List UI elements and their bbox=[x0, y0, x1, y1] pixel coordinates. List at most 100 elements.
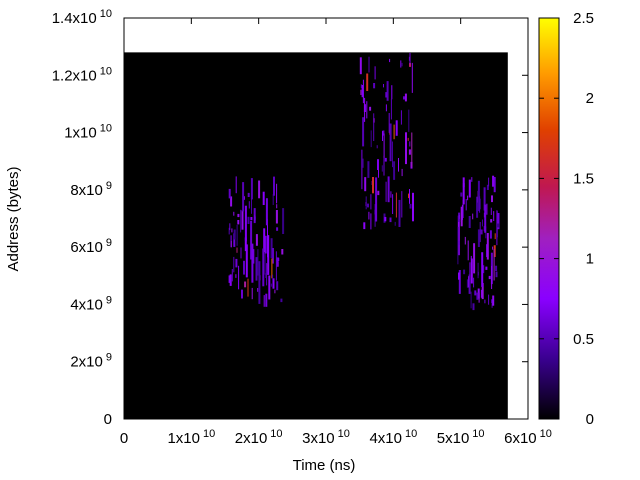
heatmap-cell bbox=[400, 110, 402, 125]
heatmap-cell bbox=[404, 93, 407, 102]
heatmap-cell bbox=[493, 245, 496, 257]
heatmap-cell bbox=[245, 244, 248, 278]
heatmap-cell bbox=[274, 289, 276, 294]
heatmap-cell bbox=[458, 272, 460, 280]
heatmap-cell bbox=[401, 62, 403, 67]
heatmap-cell bbox=[365, 202, 367, 206]
heatmap-cell bbox=[409, 141, 411, 147]
heatmap-cell bbox=[242, 182, 245, 212]
heatmap-cell bbox=[384, 157, 387, 162]
heatmap-cell bbox=[231, 269, 233, 282]
heatmap-cell bbox=[481, 283, 484, 300]
heatmap-cell bbox=[237, 213, 240, 218]
heatmap-cell bbox=[377, 190, 380, 196]
heatmap-cell bbox=[236, 224, 238, 246]
heatmap-cell bbox=[495, 265, 498, 271]
heatmap-cell bbox=[265, 273, 267, 278]
heatmap-cell bbox=[241, 210, 244, 230]
heatmap-cell bbox=[360, 89, 362, 95]
heatmap-cell bbox=[364, 177, 367, 192]
heatmap-cell bbox=[254, 216, 256, 221]
heatmap-cell bbox=[276, 281, 279, 291]
heatmap-cell bbox=[411, 62, 413, 93]
tick-label: 1 bbox=[586, 251, 594, 268]
heatmap-cell bbox=[401, 168, 403, 177]
heatmap-cell bbox=[409, 189, 410, 204]
heatmap-cell bbox=[382, 130, 385, 136]
heatmap-cell bbox=[272, 194, 274, 205]
heatmap-cell bbox=[389, 217, 392, 223]
tick-label: 4x10 9 bbox=[70, 294, 112, 313]
heatmap-cell bbox=[280, 298, 283, 303]
heatmap-cell bbox=[235, 274, 237, 278]
heatmap-cell bbox=[387, 176, 390, 203]
heatmap-cell bbox=[496, 210, 498, 246]
heatmap-cell bbox=[395, 192, 397, 218]
heatmap-cell bbox=[478, 292, 480, 303]
colorbar bbox=[538, 17, 560, 420]
heatmap-cell bbox=[492, 175, 495, 187]
tick-label: 2.5 bbox=[573, 10, 594, 27]
heatmap-cell bbox=[458, 270, 461, 294]
heatmap-cell bbox=[369, 106, 372, 111]
heatmap-cell bbox=[481, 252, 484, 287]
heatmap-cells bbox=[228, 52, 500, 311]
heatmap-cell bbox=[378, 165, 379, 178]
heatmap-cell bbox=[493, 249, 495, 281]
heatmap-cell bbox=[243, 196, 245, 200]
heatmap-cell bbox=[486, 233, 489, 260]
heatmap-cell bbox=[482, 219, 483, 227]
y-axis-label: Address (bytes) bbox=[5, 166, 22, 271]
tick-label: 2x10 10 bbox=[235, 428, 283, 447]
tick-label: 2 bbox=[586, 90, 594, 107]
heatmap-cell bbox=[258, 180, 261, 199]
heatmap-cell bbox=[388, 113, 390, 133]
heatmap-cell bbox=[368, 211, 370, 220]
heatmap-cell bbox=[272, 274, 274, 281]
heatmap-cell bbox=[240, 247, 242, 259]
heatmap-cell bbox=[373, 83, 376, 89]
heatmap-cell bbox=[372, 177, 374, 194]
heatmap-cell bbox=[364, 97, 366, 122]
heatmap-cell bbox=[235, 258, 238, 268]
heatmap-cell bbox=[229, 274, 232, 286]
heatmap-cell bbox=[409, 203, 412, 209]
heatmap-cell bbox=[393, 161, 396, 180]
heatmap-cell bbox=[488, 275, 491, 280]
heatmap-cell bbox=[362, 117, 365, 147]
heatmap-cell bbox=[376, 145, 378, 149]
heatmap-cell bbox=[272, 248, 274, 264]
heatmap-cell bbox=[464, 236, 466, 245]
heatmap-cell bbox=[479, 196, 481, 213]
heatmap-cell bbox=[366, 101, 368, 119]
heatmap-cell bbox=[244, 281, 247, 288]
heatmap-cell bbox=[486, 203, 488, 215]
heatmap-cell bbox=[275, 251, 277, 281]
heatmap-cell bbox=[462, 199, 464, 218]
heatmap-cell bbox=[264, 235, 267, 254]
heatmap-cell bbox=[497, 213, 500, 230]
heatmap-cell bbox=[494, 233, 496, 240]
heatmap-cell bbox=[228, 275, 231, 283]
heatmap-cell bbox=[257, 249, 259, 276]
heatmap-cell bbox=[253, 249, 255, 264]
heatmap-cell bbox=[491, 303, 493, 308]
heatmap-cell bbox=[267, 235, 270, 275]
heatmap-cell bbox=[229, 223, 231, 231]
tick-label: 3x10 10 bbox=[302, 428, 350, 447]
heatmap-cell bbox=[395, 120, 398, 136]
heatmap-cell bbox=[392, 194, 394, 214]
tick-label: 1.2x10 10 bbox=[52, 65, 112, 84]
heatmap-cell bbox=[254, 215, 256, 222]
heatmap-cell bbox=[237, 220, 240, 225]
heatmap-cell bbox=[408, 109, 410, 132]
heatmap-cell bbox=[470, 291, 472, 309]
heatmap-cell bbox=[281, 249, 284, 255]
heatmap-cell bbox=[483, 187, 486, 211]
heatmap-cell bbox=[383, 84, 384, 88]
heatmap-cell bbox=[367, 203, 369, 208]
heatmap-cell bbox=[409, 62, 411, 67]
heatmap-cell bbox=[392, 141, 393, 168]
heatmap-cell bbox=[411, 132, 413, 168]
